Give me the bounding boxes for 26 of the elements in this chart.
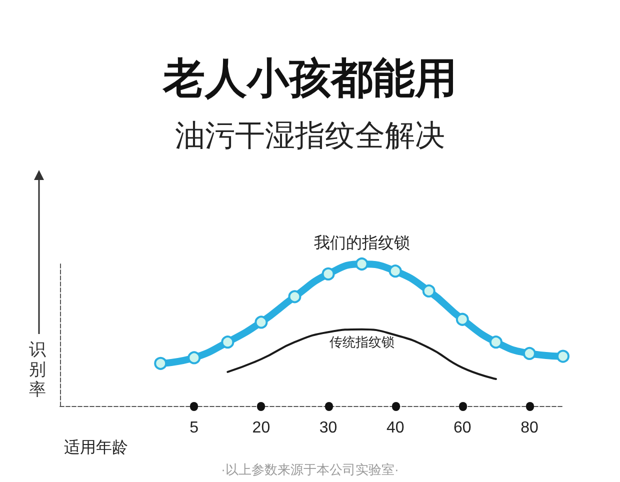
point xyxy=(322,267,335,280)
point xyxy=(188,351,201,364)
x-tick-label: 30 xyxy=(319,420,338,436)
x-tick-label: 20 xyxy=(252,420,270,436)
x-axis-title: 适用年龄 xyxy=(64,438,128,456)
series-label: 传统指纹锁 xyxy=(329,334,394,350)
chart-subtitle: 油污干湿指纹全解决 xyxy=(175,120,445,152)
point xyxy=(288,290,302,304)
series-label: 我们的指纹锁 xyxy=(314,234,410,252)
point xyxy=(556,350,570,363)
x-tick-label: 40 xyxy=(386,420,404,436)
point xyxy=(489,336,502,349)
point xyxy=(221,336,234,349)
chart-title: 老人小孩都能用 xyxy=(162,54,457,102)
point xyxy=(388,264,402,278)
x-tick-label: 5 xyxy=(190,420,199,436)
point xyxy=(355,258,368,270)
point xyxy=(154,356,168,370)
point xyxy=(522,346,536,360)
x-tick-label: 80 xyxy=(520,420,538,436)
point xyxy=(254,316,268,329)
x-tick-label: 60 xyxy=(454,420,472,436)
point xyxy=(422,284,436,298)
text: ·以上参数来源于本公司实验室· xyxy=(221,462,399,477)
y-axis-title: 识别率 xyxy=(29,340,47,400)
point xyxy=(456,312,469,326)
